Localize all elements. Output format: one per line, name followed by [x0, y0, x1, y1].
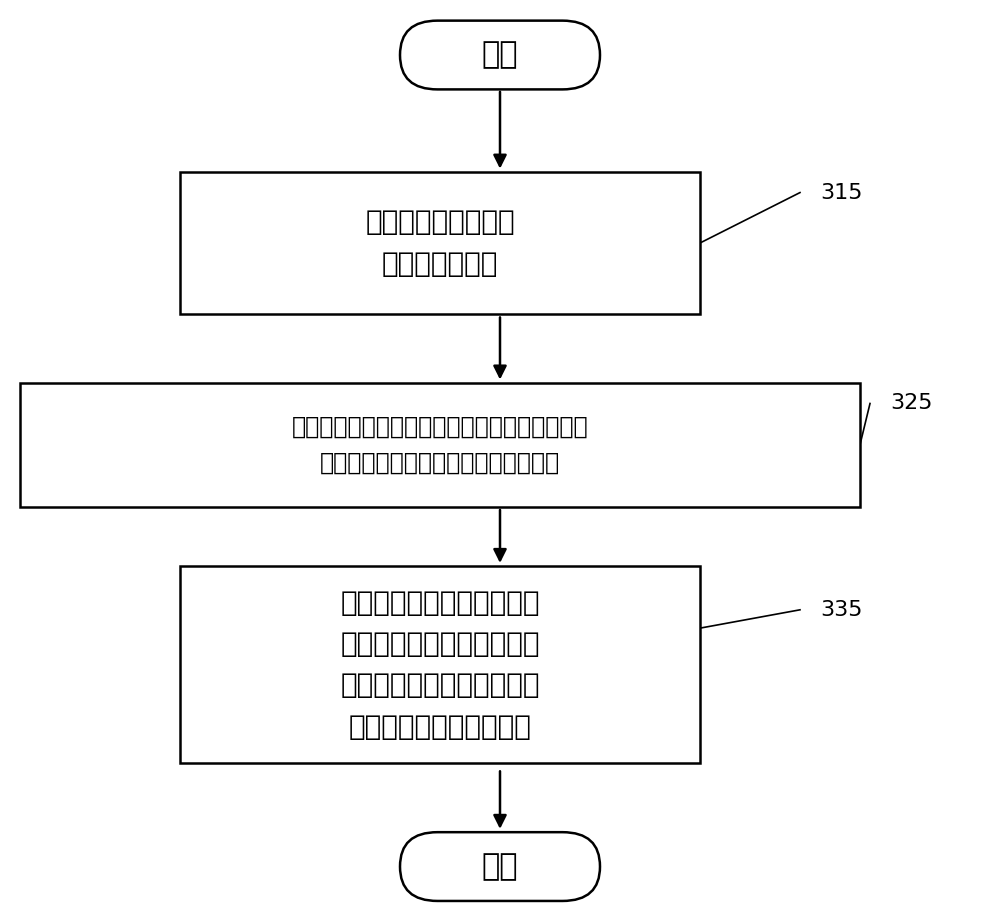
Text: 用相关光源照射心脏
中的感兴趣区域: 用相关光源照射心脏 中的感兴趣区域 [365, 208, 515, 278]
Text: 325: 325 [890, 393, 932, 414]
FancyBboxPatch shape [400, 833, 600, 900]
Text: 335: 335 [820, 600, 862, 620]
Text: 315: 315 [820, 182, 862, 203]
Bar [20, 383, 860, 506]
Text: 处理所获取的至少两个散班
图像以确定心脏中的感兴趣
区域中的流量分布和主血管
中的血流速度的空间分布: 处理所获取的至少两个散班 图像以确定心脏中的感兴趣 区域中的流量分布和主血管 中… [340, 589, 540, 741]
Bar [180, 172, 700, 314]
FancyBboxPatch shape [400, 20, 600, 90]
Bar [180, 566, 700, 763]
Text: 结束: 结束 [482, 852, 518, 881]
Text: 与受试者的心脏运动同步地在固定时间窗内连续
地获取感兴趣区域的至少两个散班图像: 与受试者的心脏运动同步地在固定时间窗内连续 地获取感兴趣区域的至少两个散班图像 [292, 415, 588, 474]
Text: 开始: 开始 [482, 40, 518, 70]
